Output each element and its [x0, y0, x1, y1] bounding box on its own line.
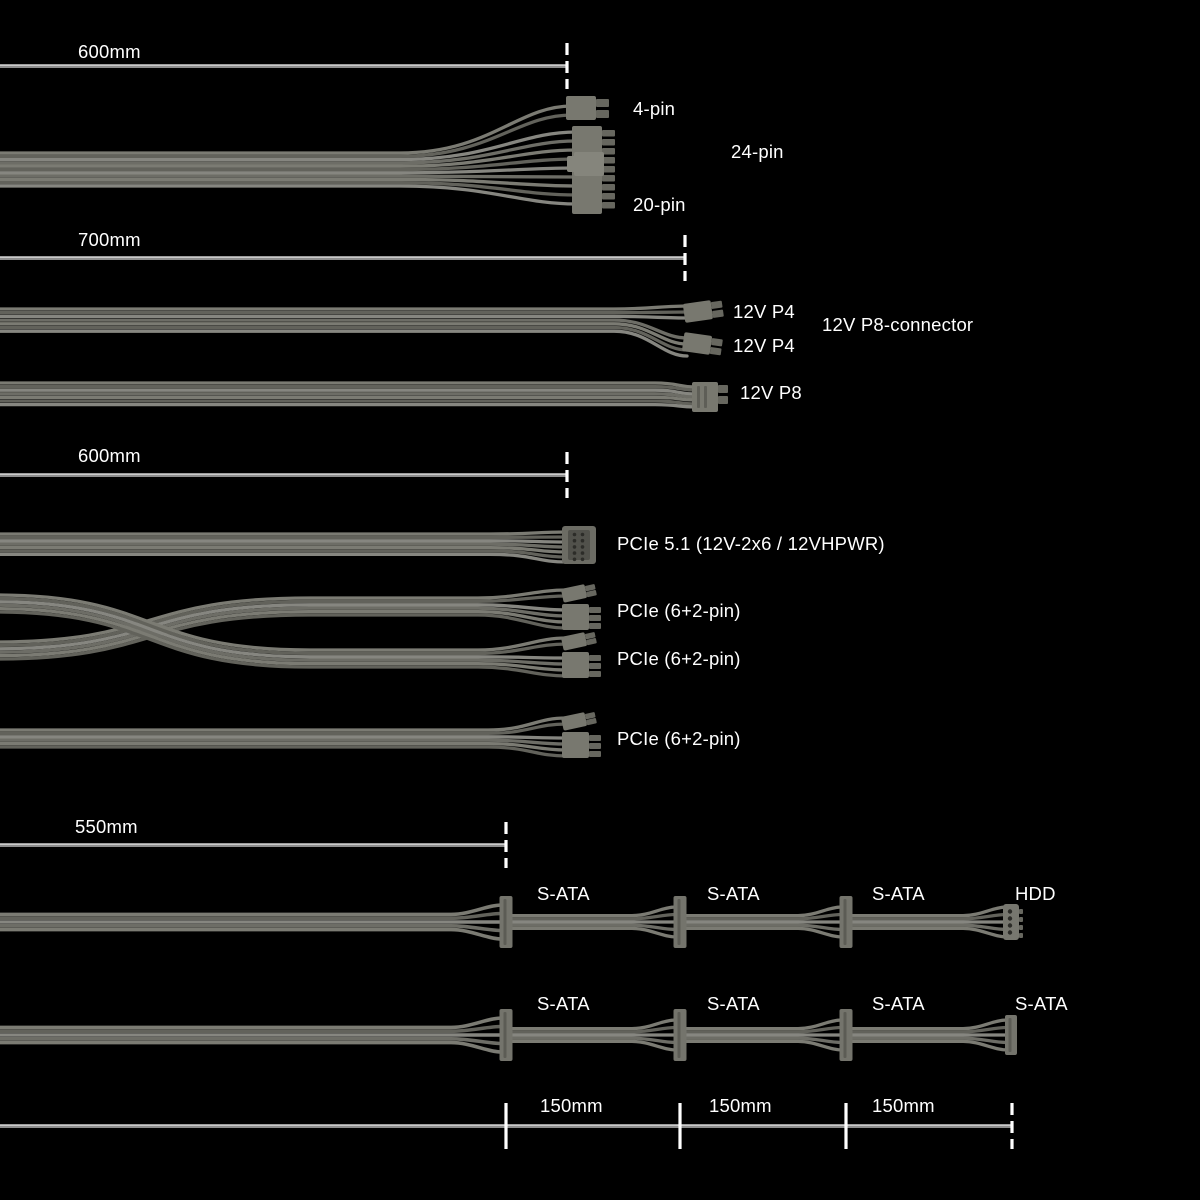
sata2-label-1: S-ATA	[537, 993, 590, 1014]
pcie5-connector	[562, 526, 596, 564]
cpu-length-label: 700mm	[78, 229, 141, 250]
atx-length-label: 600mm	[78, 41, 141, 62]
sata1-label-1: S-ATA	[537, 883, 590, 904]
measure-cpu-700mm	[0, 235, 687, 281]
sata2-label-4: S-ATA	[1015, 993, 1068, 1014]
sata1-label-3: S-ATA	[872, 883, 925, 904]
atx-24pin-label: 24-pin	[731, 141, 784, 162]
pcie-connector-2	[561, 632, 601, 678]
measure-atx-600mm	[0, 43, 569, 89]
atx-20pin-label: 20-pin	[633, 194, 686, 215]
p8-label: 12V P8	[740, 382, 802, 403]
pcie-cable-1	[0, 588, 568, 661]
segment-label-1: 150mm	[540, 1095, 603, 1116]
sata-chain-2-link-1	[509, 1018, 678, 1052]
measure-pcie-600mm	[0, 452, 569, 498]
sata-chain-1-link-2	[683, 905, 844, 939]
atx-connectors	[566, 96, 615, 214]
sata-chain-1-lead	[0, 903, 504, 941]
p4-bottom-label: 12V P4	[733, 335, 795, 356]
sata-length-label: 550mm	[75, 816, 138, 837]
pcie-cable-3	[0, 716, 568, 758]
pcie2-label: PCIe (6+2-pin)	[617, 648, 741, 669]
pcie1-label: PCIe (6+2-pin)	[617, 600, 741, 621]
pcie-connector-1	[561, 584, 601, 630]
cpu-p8-cable	[0, 381, 697, 409]
pcie3-label: PCIe (6+2-pin)	[617, 728, 741, 749]
sata-chain-2-link-2	[683, 1018, 844, 1052]
sata-chain-2-lead	[0, 1016, 504, 1054]
sata-chain-2	[0, 1009, 1017, 1061]
pcie-cable-2	[0, 593, 568, 678]
pcie-length-label: 600mm	[78, 445, 141, 466]
atx-cable	[0, 104, 578, 206]
hdd-label: HDD	[1015, 883, 1056, 904]
sata-chain-1-link-3	[849, 905, 1009, 939]
atx-4pin-label: 4-pin	[633, 98, 676, 119]
sata2-label-3: S-ATA	[872, 993, 925, 1014]
pcie5-label: PCIe 5.1 (12V-2x6 / 12VHPWR)	[617, 533, 885, 554]
p8-connector-note-label: 12V P8-connector	[822, 314, 974, 335]
pcie5-cable	[0, 530, 568, 564]
measure-sata-150mm	[0, 1103, 1014, 1149]
sata-chain-1-link-1	[509, 905, 678, 939]
p4-top-label: 12V P4	[733, 301, 795, 322]
pcie-connector-3	[561, 712, 601, 758]
segment-label-2: 150mm	[709, 1095, 772, 1116]
sata1-label-2: S-ATA	[707, 883, 760, 904]
p8-connector	[692, 382, 728, 412]
sata-chain-1	[0, 896, 1023, 948]
sata-chain-2-link-3	[849, 1018, 1009, 1052]
segment-label-3: 150mm	[872, 1095, 935, 1116]
sata2-label-2: S-ATA	[707, 993, 760, 1014]
cpu-p4-cable	[0, 304, 690, 358]
p4-connector-bottom	[682, 332, 723, 356]
measure-sata-550mm	[0, 822, 508, 868]
p4-connector-top	[683, 300, 724, 323]
